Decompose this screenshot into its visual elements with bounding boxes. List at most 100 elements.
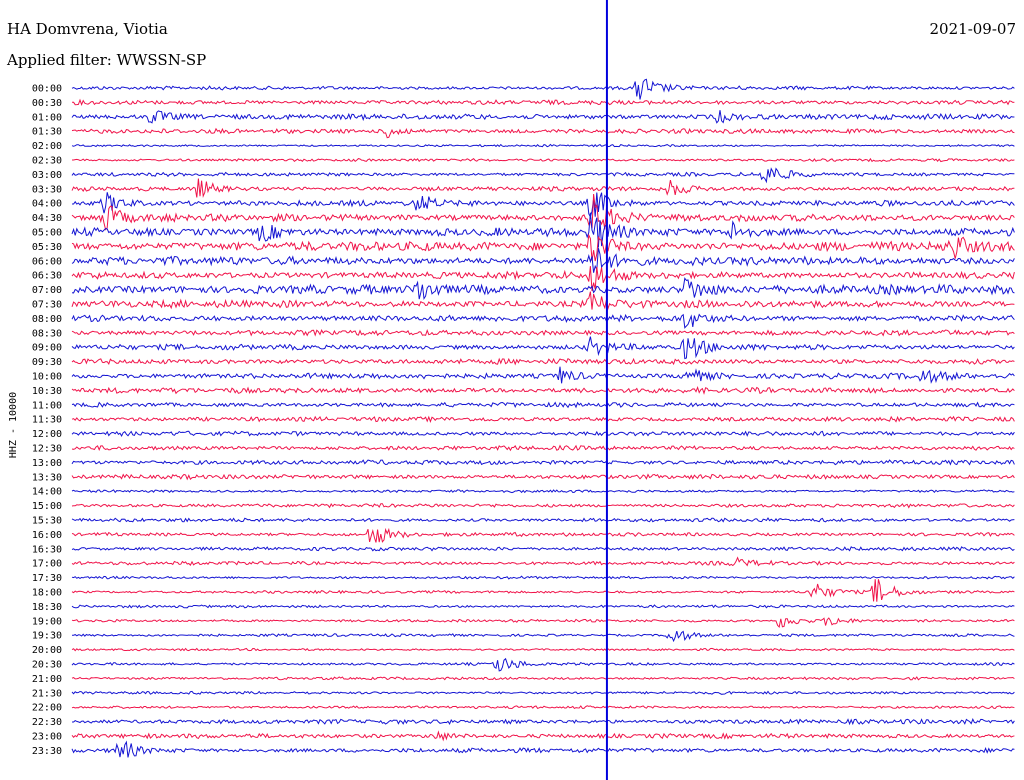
trace-row bbox=[72, 630, 1015, 643]
hour-label: 16:00 bbox=[32, 530, 62, 541]
trace-row bbox=[71, 386, 1015, 395]
trace-row bbox=[71, 575, 1015, 580]
trace-row bbox=[71, 415, 1015, 424]
trace-row bbox=[71, 167, 1015, 184]
hour-label: 12:00 bbox=[32, 429, 62, 440]
hour-label: 18:00 bbox=[32, 588, 62, 599]
trace-row bbox=[71, 473, 1015, 481]
hour-label: 09:00 bbox=[32, 343, 62, 354]
trace-row bbox=[71, 579, 1015, 602]
trace-row bbox=[71, 277, 1015, 301]
trace-row bbox=[71, 401, 1015, 409]
hour-label: 05:30 bbox=[32, 242, 62, 253]
hour-label: 03:30 bbox=[32, 184, 62, 195]
hour-label: 19:00 bbox=[32, 616, 62, 627]
hour-label: 04:00 bbox=[32, 199, 62, 210]
trace-group bbox=[71, 78, 1015, 758]
hour-label: 20:30 bbox=[32, 660, 62, 671]
hour-label: 05:00 bbox=[32, 228, 62, 239]
trace-row bbox=[71, 444, 1015, 452]
hour-label: 06:00 bbox=[32, 256, 62, 267]
hour-label: 08:00 bbox=[32, 314, 62, 325]
trace-row bbox=[71, 143, 1015, 148]
hour-label: 08:30 bbox=[32, 328, 62, 339]
trace-row bbox=[71, 266, 1015, 292]
station-title: HA Domvrena, Viotia bbox=[7, 20, 168, 38]
hour-label: 10:30 bbox=[32, 386, 62, 397]
trace-row bbox=[71, 647, 1015, 652]
trace-row bbox=[71, 178, 1015, 199]
trace-row bbox=[72, 98, 1015, 107]
hour-label: 11:00 bbox=[32, 400, 62, 411]
trace-row bbox=[71, 676, 1015, 681]
hour-label: 04:30 bbox=[32, 213, 62, 224]
hour-label: 13:00 bbox=[32, 458, 62, 469]
trace-row bbox=[71, 430, 1015, 437]
hour-label: 23:00 bbox=[32, 732, 62, 743]
hour-label: 22:30 bbox=[32, 717, 62, 728]
trace-row bbox=[71, 366, 1015, 384]
trace-row bbox=[71, 127, 1015, 139]
trace-row bbox=[71, 604, 1015, 609]
trace-row bbox=[72, 718, 1015, 726]
filter-label: Applied filter: WWSSN-SP bbox=[7, 51, 207, 69]
hour-label: 07:30 bbox=[32, 300, 62, 311]
hour-label: 22:00 bbox=[32, 703, 62, 714]
hour-label: 07:00 bbox=[32, 285, 62, 296]
trace-row bbox=[71, 705, 1015, 710]
trace-row bbox=[71, 730, 1015, 742]
hour-label: 16:30 bbox=[32, 544, 62, 555]
hour-label: 09:30 bbox=[32, 357, 62, 368]
trace-row bbox=[71, 336, 1015, 360]
hour-label: 21:00 bbox=[32, 674, 62, 685]
trace-row bbox=[71, 357, 1015, 366]
trace-row bbox=[71, 690, 1015, 695]
trace-row bbox=[71, 740, 1015, 758]
hour-label: 02:30 bbox=[32, 156, 62, 167]
trace-row bbox=[71, 546, 1015, 552]
trace-row bbox=[71, 617, 1015, 629]
hour-label: 12:30 bbox=[32, 444, 62, 455]
trace-row bbox=[71, 313, 1015, 329]
trace-row bbox=[71, 556, 1015, 567]
trace-row bbox=[72, 192, 1015, 219]
hour-label: 15:00 bbox=[32, 501, 62, 512]
hour-label: 00:30 bbox=[32, 98, 62, 109]
hour-label: 10:00 bbox=[32, 372, 62, 383]
trace-row bbox=[71, 459, 1015, 466]
hour-label: 01:00 bbox=[32, 112, 62, 123]
hour-label: 20:00 bbox=[32, 645, 62, 656]
trace-row bbox=[71, 489, 1015, 494]
record-date: 2021-09-07 bbox=[929, 20, 1016, 38]
hour-label: 18:30 bbox=[32, 602, 62, 613]
hour-label: 01:30 bbox=[32, 127, 62, 138]
trace-row bbox=[71, 329, 1015, 337]
trace-row bbox=[71, 193, 1015, 231]
hour-label: 23:30 bbox=[32, 746, 62, 757]
hour-label: 00:00 bbox=[32, 84, 62, 95]
trace-row bbox=[71, 503, 1015, 509]
hour-label: 19:30 bbox=[32, 631, 62, 642]
hour-label-group: 00:00 00:30 01:00 01:30 02:00 02:30 03:00 03:30… bbox=[32, 84, 62, 757]
trace-row bbox=[71, 657, 1015, 672]
trace-row bbox=[71, 291, 1015, 311]
hour-label: 02:00 bbox=[32, 141, 62, 152]
trace-row bbox=[71, 78, 1015, 100]
hour-label: 03:00 bbox=[32, 170, 62, 181]
hour-label: 14:00 bbox=[32, 487, 62, 498]
trace-row bbox=[71, 517, 1015, 523]
trace-row bbox=[72, 157, 1015, 163]
hour-label: 17:00 bbox=[32, 559, 62, 570]
trace-row bbox=[71, 527, 1015, 543]
hour-label: 11:30 bbox=[32, 415, 62, 426]
hour-label: 06:30 bbox=[32, 271, 62, 282]
hour-label: 21:30 bbox=[32, 688, 62, 699]
trace-row bbox=[71, 212, 1015, 248]
trace-row bbox=[71, 247, 1015, 273]
trace-row bbox=[71, 110, 1015, 124]
hour-label: 15:30 bbox=[32, 516, 62, 527]
hour-label: 13:30 bbox=[32, 472, 62, 483]
channel-label: HHZ - 10000 bbox=[8, 392, 19, 458]
trace-row bbox=[71, 233, 1015, 262]
